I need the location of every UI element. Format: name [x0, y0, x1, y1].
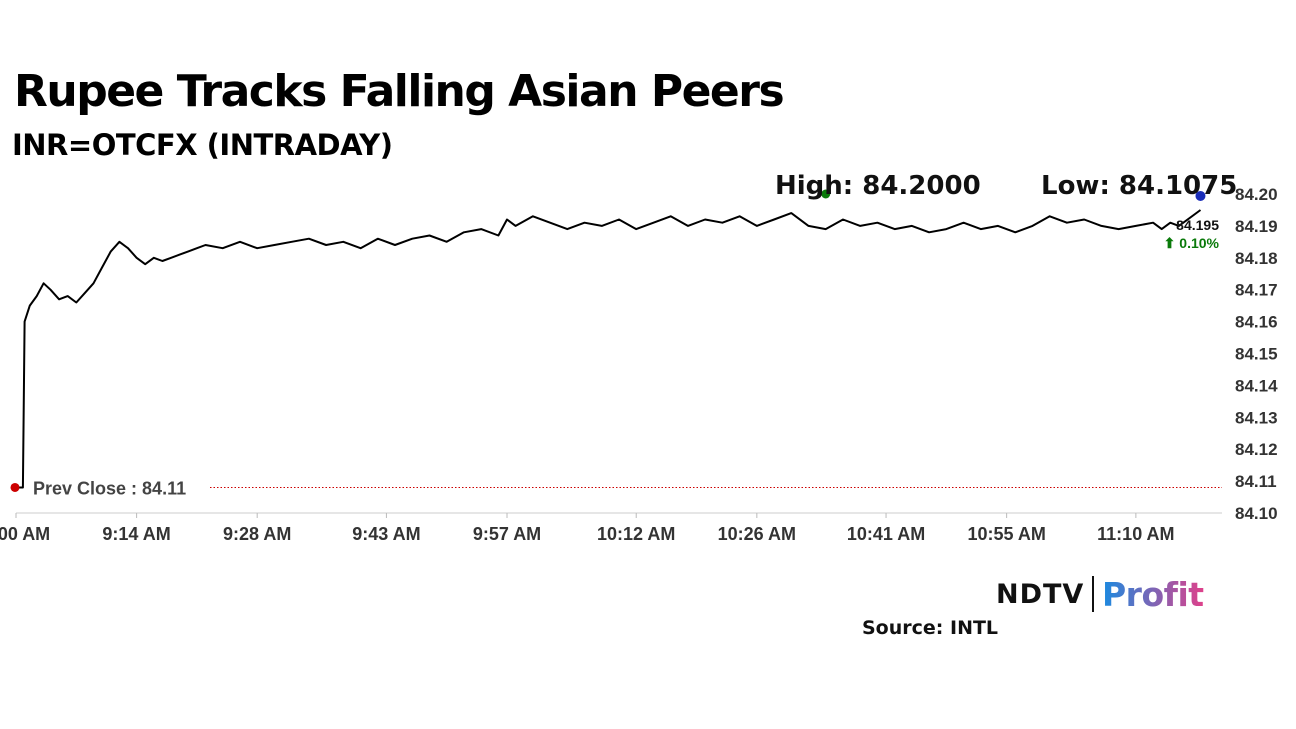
x-tick-label: 9:00 AM — [0, 524, 50, 544]
y-tick-label: 84.12 — [1235, 440, 1278, 459]
logo-separator — [1092, 576, 1095, 612]
last-price-label: 84.195 — [1176, 217, 1219, 233]
intraday-line-chart: 9:00 AM 9:14 AM 9:28 AM 9:43 AM 9:57 AM 10:12… — [0, 171, 1278, 544]
x-tick-label: 11:10 AM — [1097, 524, 1174, 544]
x-tick-label: 10:55 AM — [967, 524, 1045, 544]
logo-profit-text: Profit — [1102, 575, 1204, 614]
y-tick-label: 84.14 — [1235, 376, 1278, 395]
y-tick-label: 84.18 — [1235, 249, 1278, 268]
y-tick-label: 84.15 — [1235, 345, 1278, 364]
x-tick-label: 10:41 AM — [847, 524, 925, 544]
change-percent-label: ⬆ 0.10% — [1164, 235, 1220, 251]
y-tick-label: 84.20 — [1235, 185, 1278, 204]
y-tick-label: 84.19 — [1235, 217, 1278, 236]
chart-subtitle: INR=OTCFX (INTRADAY) — [12, 128, 393, 162]
prev-close-marker — [10, 482, 20, 492]
last-price-marker — [1195, 190, 1206, 201]
prev-close-label: Prev Close : 84.11 — [33, 478, 186, 498]
x-tick-label: 9:57 AM — [473, 524, 541, 544]
logo-ndtv-text: NDTV — [996, 578, 1085, 610]
ndtv-profit-logo: NDTV Profit — [996, 574, 1210, 614]
y-tick-label: 84.16 — [1235, 313, 1278, 332]
high-marker — [821, 189, 831, 199]
page-title: Rupee Tracks Falling Asian Peers — [14, 66, 785, 117]
y-tick-label: 84.11 — [1235, 472, 1277, 491]
x-tick-label: 10:26 AM — [718, 524, 796, 544]
x-tick-label: 9:14 AM — [102, 524, 170, 544]
x-tick-label: 10:12 AM — [597, 524, 675, 544]
source-note: Source: INTL — [862, 617, 999, 639]
x-tick-label: 9:43 AM — [352, 524, 420, 544]
y-tick-label: 84.13 — [1235, 408, 1278, 427]
low-annotation: Low: 84.1075 — [1041, 171, 1237, 201]
logo-profit-mark: Profit — [1102, 575, 1205, 614]
high-annotation: High: 84.2000 — [775, 171, 981, 201]
y-tick-label: 84.10 — [1235, 504, 1278, 523]
y-tick-label: 84.17 — [1235, 281, 1278, 300]
price-line — [16, 209, 1202, 489]
x-tick-label: 9:28 AM — [223, 524, 291, 544]
